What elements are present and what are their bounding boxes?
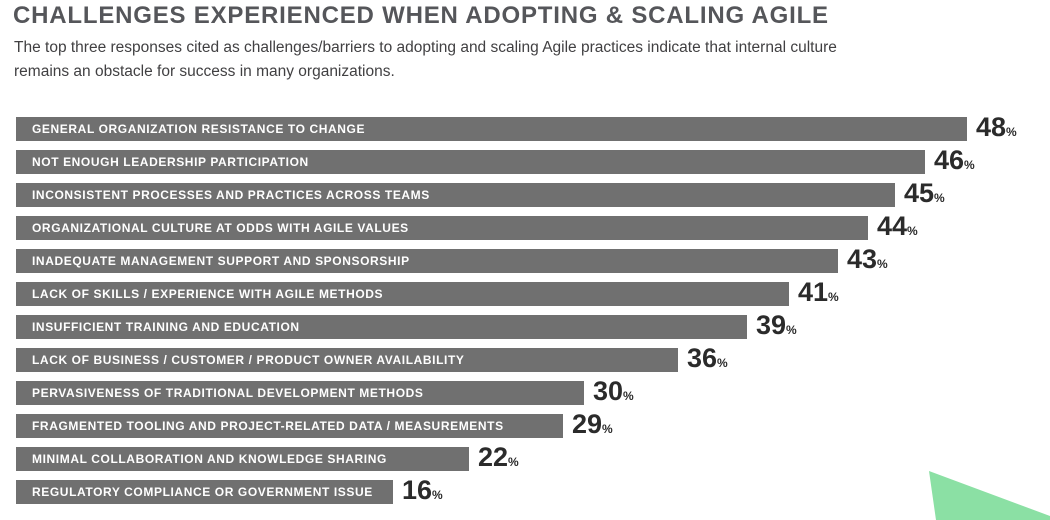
bar-value: 48% xyxy=(976,111,1017,144)
bar-row: GENERAL ORGANIZATION RESISTANCE TO CHANG… xyxy=(16,111,1017,144)
bar-row: INSUFFICIENT TRAINING AND EDUCATION 39% xyxy=(16,309,1017,342)
percent-sign: % xyxy=(432,487,443,502)
bar-value: 22% xyxy=(478,441,519,474)
percent-sign: % xyxy=(1006,124,1017,139)
percent-sign: % xyxy=(934,190,945,205)
bar-value-number: 29 xyxy=(572,408,603,439)
bar-value-number: 44 xyxy=(877,210,908,241)
bar-value: 41% xyxy=(798,276,839,309)
bar-row: LACK OF BUSINESS / CUSTOMER / PRODUCT OW… xyxy=(16,342,1017,375)
bar-value-number: 41 xyxy=(798,276,829,307)
percent-sign: % xyxy=(786,322,797,337)
bar-value-number: 22 xyxy=(478,441,509,472)
bar: NOT ENOUGH LEADERSHIP PARTICIPATION xyxy=(16,150,925,174)
bar: GENERAL ORGANIZATION RESISTANCE TO CHANG… xyxy=(16,117,967,141)
bar-label: INSUFFICIENT TRAINING AND EDUCATION xyxy=(32,320,300,334)
bar-row: PERVASIVENESS OF TRADITIONAL DEVELOPMENT… xyxy=(16,375,1017,408)
bar-label: LACK OF BUSINESS / CUSTOMER / PRODUCT OW… xyxy=(32,353,465,367)
bar: PERVASIVENESS OF TRADITIONAL DEVELOPMENT… xyxy=(16,381,584,405)
bar-chart: GENERAL ORGANIZATION RESISTANCE TO CHANG… xyxy=(16,111,1017,513)
bar-value-number: 36 xyxy=(687,342,718,373)
bar: INADEQUATE MANAGEMENT SUPPORT AND SPONSO… xyxy=(16,249,838,273)
bar: REGULATORY COMPLIANCE OR GOVERNMENT ISSU… xyxy=(16,480,393,504)
bar-value-number: 16 xyxy=(402,474,433,505)
page-subtitle: The top three responses cited as challen… xyxy=(14,36,837,84)
bar-value-number: 39 xyxy=(756,309,787,340)
bar-value-number: 45 xyxy=(904,177,935,208)
bar-row: INADEQUATE MANAGEMENT SUPPORT AND SPONSO… xyxy=(16,243,1017,276)
percent-sign: % xyxy=(602,421,613,436)
bar: LACK OF BUSINESS / CUSTOMER / PRODUCT OW… xyxy=(16,348,678,372)
bar-label: PERVASIVENESS OF TRADITIONAL DEVELOPMENT… xyxy=(32,386,424,400)
bar-row: ORGANIZATIONAL CULTURE AT ODDS WITH AGIL… xyxy=(16,210,1017,243)
bar-row: INCONSISTENT PROCESSES AND PRACTICES ACR… xyxy=(16,177,1017,210)
bar-value-number: 48 xyxy=(976,111,1007,142)
bar-value: 30% xyxy=(593,375,634,408)
bar-label: MINIMAL COLLABORATION AND KNOWLEDGE SHAR… xyxy=(32,452,387,466)
bar-value-number: 30 xyxy=(593,375,624,406)
bar-row: MINIMAL COLLABORATION AND KNOWLEDGE SHAR… xyxy=(16,441,1017,474)
bar: INSUFFICIENT TRAINING AND EDUCATION xyxy=(16,315,747,339)
subtitle-line-2: remains an obstacle for success in many … xyxy=(14,63,395,80)
percent-sign: % xyxy=(907,223,918,238)
bar: LACK OF SKILLS / EXPERIENCE WITH AGILE M… xyxy=(16,282,789,306)
bar-value-number: 46 xyxy=(934,144,965,175)
bar-row: NOT ENOUGH LEADERSHIP PARTICIPATION 46% xyxy=(16,144,1017,177)
percent-sign: % xyxy=(964,157,975,172)
bar-label: INCONSISTENT PROCESSES AND PRACTICES ACR… xyxy=(32,188,430,202)
subtitle-line-1: The top three responses cited as challen… xyxy=(14,39,837,56)
percent-sign: % xyxy=(508,454,519,469)
bar-value: 43% xyxy=(847,243,888,276)
bar-row: REGULATORY COMPLIANCE OR GOVERNMENT ISSU… xyxy=(16,474,1017,507)
bar-value: 44% xyxy=(877,210,918,243)
bar-value: 45% xyxy=(904,177,945,210)
percent-sign: % xyxy=(623,388,634,403)
bar-label: REGULATORY COMPLIANCE OR GOVERNMENT ISSU… xyxy=(32,485,373,499)
percent-sign: % xyxy=(877,256,888,271)
bar-value: 39% xyxy=(756,309,797,342)
percent-sign: % xyxy=(828,289,839,304)
bar-value-number: 43 xyxy=(847,243,878,274)
page-title: CHALLENGES EXPERIENCED WHEN ADOPTING & S… xyxy=(13,2,829,29)
bar-label: GENERAL ORGANIZATION RESISTANCE TO CHANG… xyxy=(32,122,366,136)
bar-row: LACK OF SKILLS / EXPERIENCE WITH AGILE M… xyxy=(16,276,1017,309)
bar-value: 46% xyxy=(934,144,975,177)
bar: FRAGMENTED TOOLING AND PROJECT-RELATED D… xyxy=(16,414,563,438)
bar-label: NOT ENOUGH LEADERSHIP PARTICIPATION xyxy=(32,155,309,169)
bar-label: INADEQUATE MANAGEMENT SUPPORT AND SPONSO… xyxy=(32,254,410,268)
bar-value: 36% xyxy=(687,342,728,375)
bar: ORGANIZATIONAL CULTURE AT ODDS WITH AGIL… xyxy=(16,216,868,240)
bar-value: 29% xyxy=(572,408,613,441)
bar-label: FRAGMENTED TOOLING AND PROJECT-RELATED D… xyxy=(32,419,504,433)
bar-label: LACK OF SKILLS / EXPERIENCE WITH AGILE M… xyxy=(32,287,384,301)
bar: INCONSISTENT PROCESSES AND PRACTICES ACR… xyxy=(16,183,895,207)
bar-row: FRAGMENTED TOOLING AND PROJECT-RELATED D… xyxy=(16,408,1017,441)
bar-label: ORGANIZATIONAL CULTURE AT ODDS WITH AGIL… xyxy=(32,221,409,235)
percent-sign: % xyxy=(717,355,728,370)
bar: MINIMAL COLLABORATION AND KNOWLEDGE SHAR… xyxy=(16,447,469,471)
bar-value: 16% xyxy=(402,474,443,507)
